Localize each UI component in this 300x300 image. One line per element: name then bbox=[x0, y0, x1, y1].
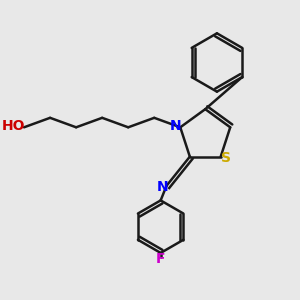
Text: F: F bbox=[156, 252, 165, 266]
Text: N: N bbox=[157, 180, 169, 194]
Text: S: S bbox=[221, 151, 231, 165]
Text: HO: HO bbox=[2, 119, 26, 133]
Text: N: N bbox=[170, 119, 182, 133]
